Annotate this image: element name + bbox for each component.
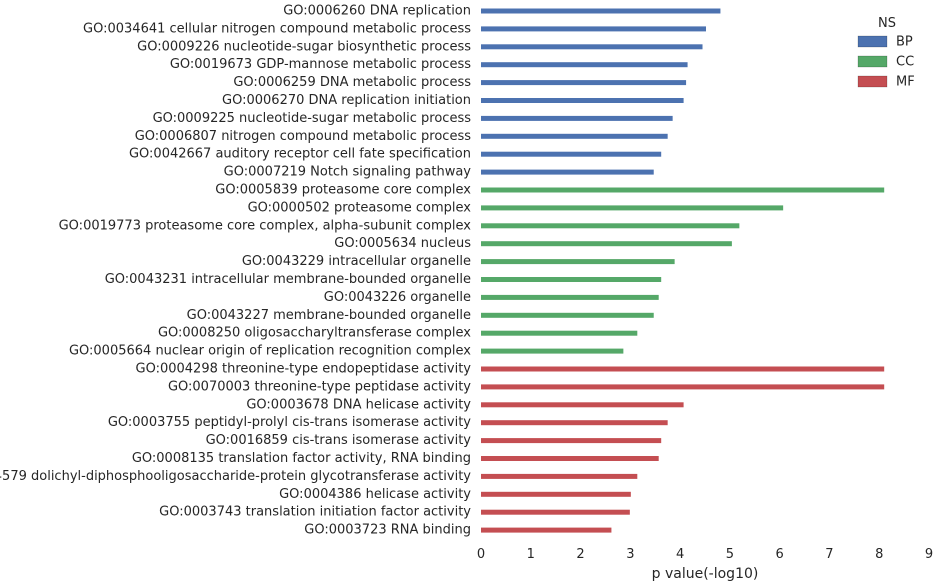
x-tick-label: 3 bbox=[626, 547, 634, 562]
bar-cc bbox=[481, 241, 732, 247]
category-label: GO:0000502 proteasome complex bbox=[248, 200, 472, 215]
category-label: GO:0006260 DNA replication bbox=[283, 4, 471, 19]
category-label: GO:0004386 helicase activity bbox=[279, 487, 471, 502]
bar-bp bbox=[481, 80, 687, 86]
bar-bp bbox=[481, 169, 654, 175]
legend-swatch-cc bbox=[857, 55, 888, 68]
bar-cc bbox=[481, 294, 659, 300]
category-label: GO:0005634 nucleus bbox=[334, 236, 471, 251]
legend: NS BP CC MF bbox=[857, 16, 915, 90]
legend-label-cc: CC bbox=[896, 55, 914, 70]
x-tick-label: 9 bbox=[925, 547, 933, 562]
bar-mf bbox=[481, 420, 668, 426]
bar-mf bbox=[481, 456, 659, 461]
bar-bp bbox=[481, 8, 721, 14]
bar-mf bbox=[481, 491, 631, 497]
bar-bp bbox=[481, 26, 706, 32]
legend-swatch-mf bbox=[857, 75, 888, 88]
category-labels: GO:0006260 DNA replication GO:0034641 cel… bbox=[0, 4, 471, 538]
category-label: GO:0008135 translation factor activity, … bbox=[132, 451, 471, 466]
category-label: GO:0003743 translation initiation factor… bbox=[159, 505, 471, 520]
bar-cc bbox=[481, 312, 654, 318]
legend-title: NS bbox=[878, 16, 896, 31]
bar-cc bbox=[481, 223, 740, 229]
bars-layer bbox=[481, 8, 885, 533]
category-label: GO:0009226 nucleotide-sugar biosynthetic… bbox=[137, 39, 471, 54]
bar-mf bbox=[481, 438, 662, 444]
x-tick-label: 6 bbox=[776, 547, 784, 562]
x-tick-label: 8 bbox=[875, 547, 883, 562]
category-label: GO:0042667 auditory receptor cell fate s… bbox=[129, 147, 471, 162]
category-label: GO:0043226 organelle bbox=[324, 290, 471, 305]
bar-mf bbox=[481, 366, 885, 372]
category-label: GO:0005839 proteasome core complex bbox=[215, 183, 471, 198]
category-label: GO:0043231 intracellular membrane-bounde… bbox=[105, 272, 471, 287]
category-label: GO:0003678 DNA helicase activity bbox=[246, 397, 471, 412]
category-label: GO:0019773 proteasome core complex, alph… bbox=[59, 218, 472, 233]
bar-mf bbox=[481, 384, 885, 390]
bar-cc bbox=[481, 348, 624, 354]
category-label: GO:0005664 nuclear origin of replication… bbox=[69, 344, 471, 359]
bar-mf bbox=[481, 402, 684, 408]
category-label: GO:0009225 nucleotide-sugar metabolic pr… bbox=[153, 111, 472, 126]
x-axis-label: p value(-log10) bbox=[652, 566, 759, 582]
x-tick-label: 5 bbox=[726, 547, 734, 562]
x-tick-label: 4 bbox=[676, 547, 684, 562]
category-label: GO:0019673 GDP-mannose metabolic process bbox=[170, 57, 471, 72]
x-axis-ticks: 0 1 2 3 4 5 6 7 8 9 bbox=[477, 547, 933, 562]
legend-swatch-bp bbox=[857, 35, 888, 48]
category-label: GO:0007219 Notch signaling pathway bbox=[224, 165, 472, 180]
legend-label-bp: BP bbox=[896, 35, 913, 50]
bar-bp bbox=[481, 133, 668, 139]
bar-mf bbox=[481, 509, 630, 515]
category-label: GO:0070003 threonine-type peptidase acti… bbox=[168, 379, 471, 394]
bar-cc bbox=[481, 277, 662, 282]
bar-bp bbox=[481, 115, 673, 121]
category-label: GO:0034641 cellular nitrogen compound me… bbox=[83, 21, 471, 36]
bar-cc bbox=[481, 187, 885, 193]
category-label: GO:0003723 RNA binding bbox=[304, 523, 471, 538]
category-label: GO:0006807 nitrogen compound metabolic p… bbox=[135, 129, 472, 144]
bar-mf bbox=[481, 527, 612, 533]
bar-cc bbox=[481, 259, 675, 265]
x-tick-label: 2 bbox=[576, 547, 584, 562]
bar-bp bbox=[481, 44, 703, 50]
bar-cc bbox=[481, 330, 638, 336]
category-label: GO:0016859 cis-trans isomerase activity bbox=[206, 433, 472, 448]
category-label: GO:0004298 threonine-type endopeptidase … bbox=[136, 362, 472, 377]
bar-bp bbox=[481, 151, 662, 157]
category-label: GO:0006259 DNA metabolic process bbox=[233, 75, 471, 90]
x-tick-label: 1 bbox=[527, 547, 535, 562]
bar-bp bbox=[481, 62, 688, 68]
x-tick-label: 7 bbox=[825, 547, 833, 562]
bar-cc bbox=[481, 205, 784, 211]
x-tick-label: 0 bbox=[477, 547, 485, 562]
category-label: GO:0003755 peptidyl-prolyl cis-trans iso… bbox=[108, 415, 471, 430]
category-label: GO:0043229 intracellular organelle bbox=[242, 254, 471, 269]
legend-label-mf: MF bbox=[896, 75, 915, 90]
category-label: GO:0043227 membrane-bounded organelle bbox=[187, 308, 471, 323]
bar-mf bbox=[481, 473, 638, 479]
legend-entries: BP CC MF bbox=[857, 35, 915, 90]
category-label: GO:0004579 dolichyl-diphosphooligosaccha… bbox=[0, 469, 471, 484]
category-label: GO:0006270 DNA replication initiation bbox=[222, 93, 471, 108]
bar-bp bbox=[481, 98, 684, 103]
category-label: GO:0008250 oligosaccharyltransferase com… bbox=[158, 326, 471, 341]
